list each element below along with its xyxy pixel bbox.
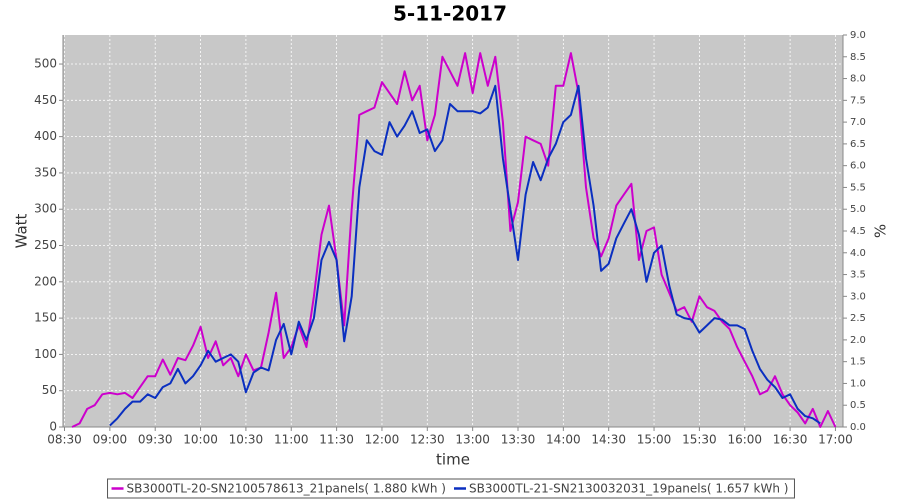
y2-tick-label: 1.5 [850, 357, 866, 368]
y2-tick-label: 3.5 [850, 270, 866, 281]
legend: SB3000TL-20-SN2100578613_21panels( 1.880… [107, 478, 795, 499]
x-tick-label: 15:00 [637, 433, 672, 447]
y-tick-label: 150 [34, 311, 57, 325]
y2-tick-label: 1.0 [850, 378, 866, 389]
y2-tick-label: 0.5 [850, 400, 866, 411]
y2-tick-label: 8.0 [850, 74, 866, 85]
y2-tick-label: 7.5 [850, 95, 866, 106]
y2-tick-label: 2.0 [850, 335, 866, 346]
x-tick-label: 09:30 [138, 433, 173, 447]
legend-label: SB3000TL-20-SN2100578613_21panels( 1.880… [127, 482, 446, 496]
x-tick-label: 14:00 [546, 433, 581, 447]
x-tick-label: 09:00 [93, 433, 128, 447]
chart-title: 5-11-2017 [393, 2, 507, 26]
plot-area [63, 35, 843, 427]
x-tick-label: 12:00 [365, 433, 400, 447]
y-tick-label: 300 [34, 202, 57, 216]
x-tick-label: 10:00 [183, 433, 218, 447]
x-tick-label: 17:00 [818, 433, 853, 447]
legend-label: SB3000TL-21-SN2130032031_19panels( 1.657… [469, 482, 788, 496]
y2-axis-label: % [872, 224, 890, 238]
x-tick-label: 16:00 [727, 433, 762, 447]
y-tick-label: 450 [34, 93, 57, 107]
y2-tick-label: 0.0 [850, 422, 866, 433]
y-tick-label: 50 [42, 383, 57, 397]
y-tick-label: 250 [34, 238, 57, 252]
x-tick-label: 13:30 [501, 433, 536, 447]
x-tick-label: 13:00 [455, 433, 490, 447]
x-tick-label: 08:30 [47, 433, 82, 447]
y2-tick-label: 5.5 [850, 182, 866, 193]
series-line [109, 84, 821, 427]
x-tick-label: 11:30 [319, 433, 354, 447]
y-tick-label: 500 [34, 57, 57, 71]
x-axis-label: time [436, 451, 470, 469]
y-tick-label: 400 [34, 129, 57, 143]
y-tick-label: 200 [34, 274, 57, 288]
y-tick-label: 0 [49, 420, 57, 434]
x-tick-label: 12:30 [410, 433, 445, 447]
y-tick-label: 100 [34, 347, 57, 361]
x-tick-label: 11:00 [274, 433, 309, 447]
y2-tick-label: 2.5 [850, 313, 866, 324]
y-axis-label: Watt [13, 213, 31, 248]
y2-tick-label: 3.0 [850, 291, 866, 302]
x-tick-label: 15:30 [682, 433, 717, 447]
x-tick-label: 10:30 [229, 433, 264, 447]
series-line [71, 52, 837, 428]
x-tick-label: 14:30 [591, 433, 626, 447]
y2-tick-label: 8.5 [850, 52, 866, 63]
legend-box [107, 478, 795, 499]
y2-tick-label: 6.0 [850, 161, 866, 172]
y2-tick-label: 9.0 [850, 30, 866, 41]
y2-tick-label: 6.5 [850, 139, 866, 150]
y2-tick-label: 4.5 [850, 226, 866, 237]
y2-tick-label: 4.0 [850, 248, 866, 259]
y2-tick-label: 5.0 [850, 204, 866, 215]
y-tick-label: 350 [34, 165, 57, 179]
x-tick-label: 16:30 [773, 433, 808, 447]
y2-tick-label: 7.0 [850, 117, 866, 128]
